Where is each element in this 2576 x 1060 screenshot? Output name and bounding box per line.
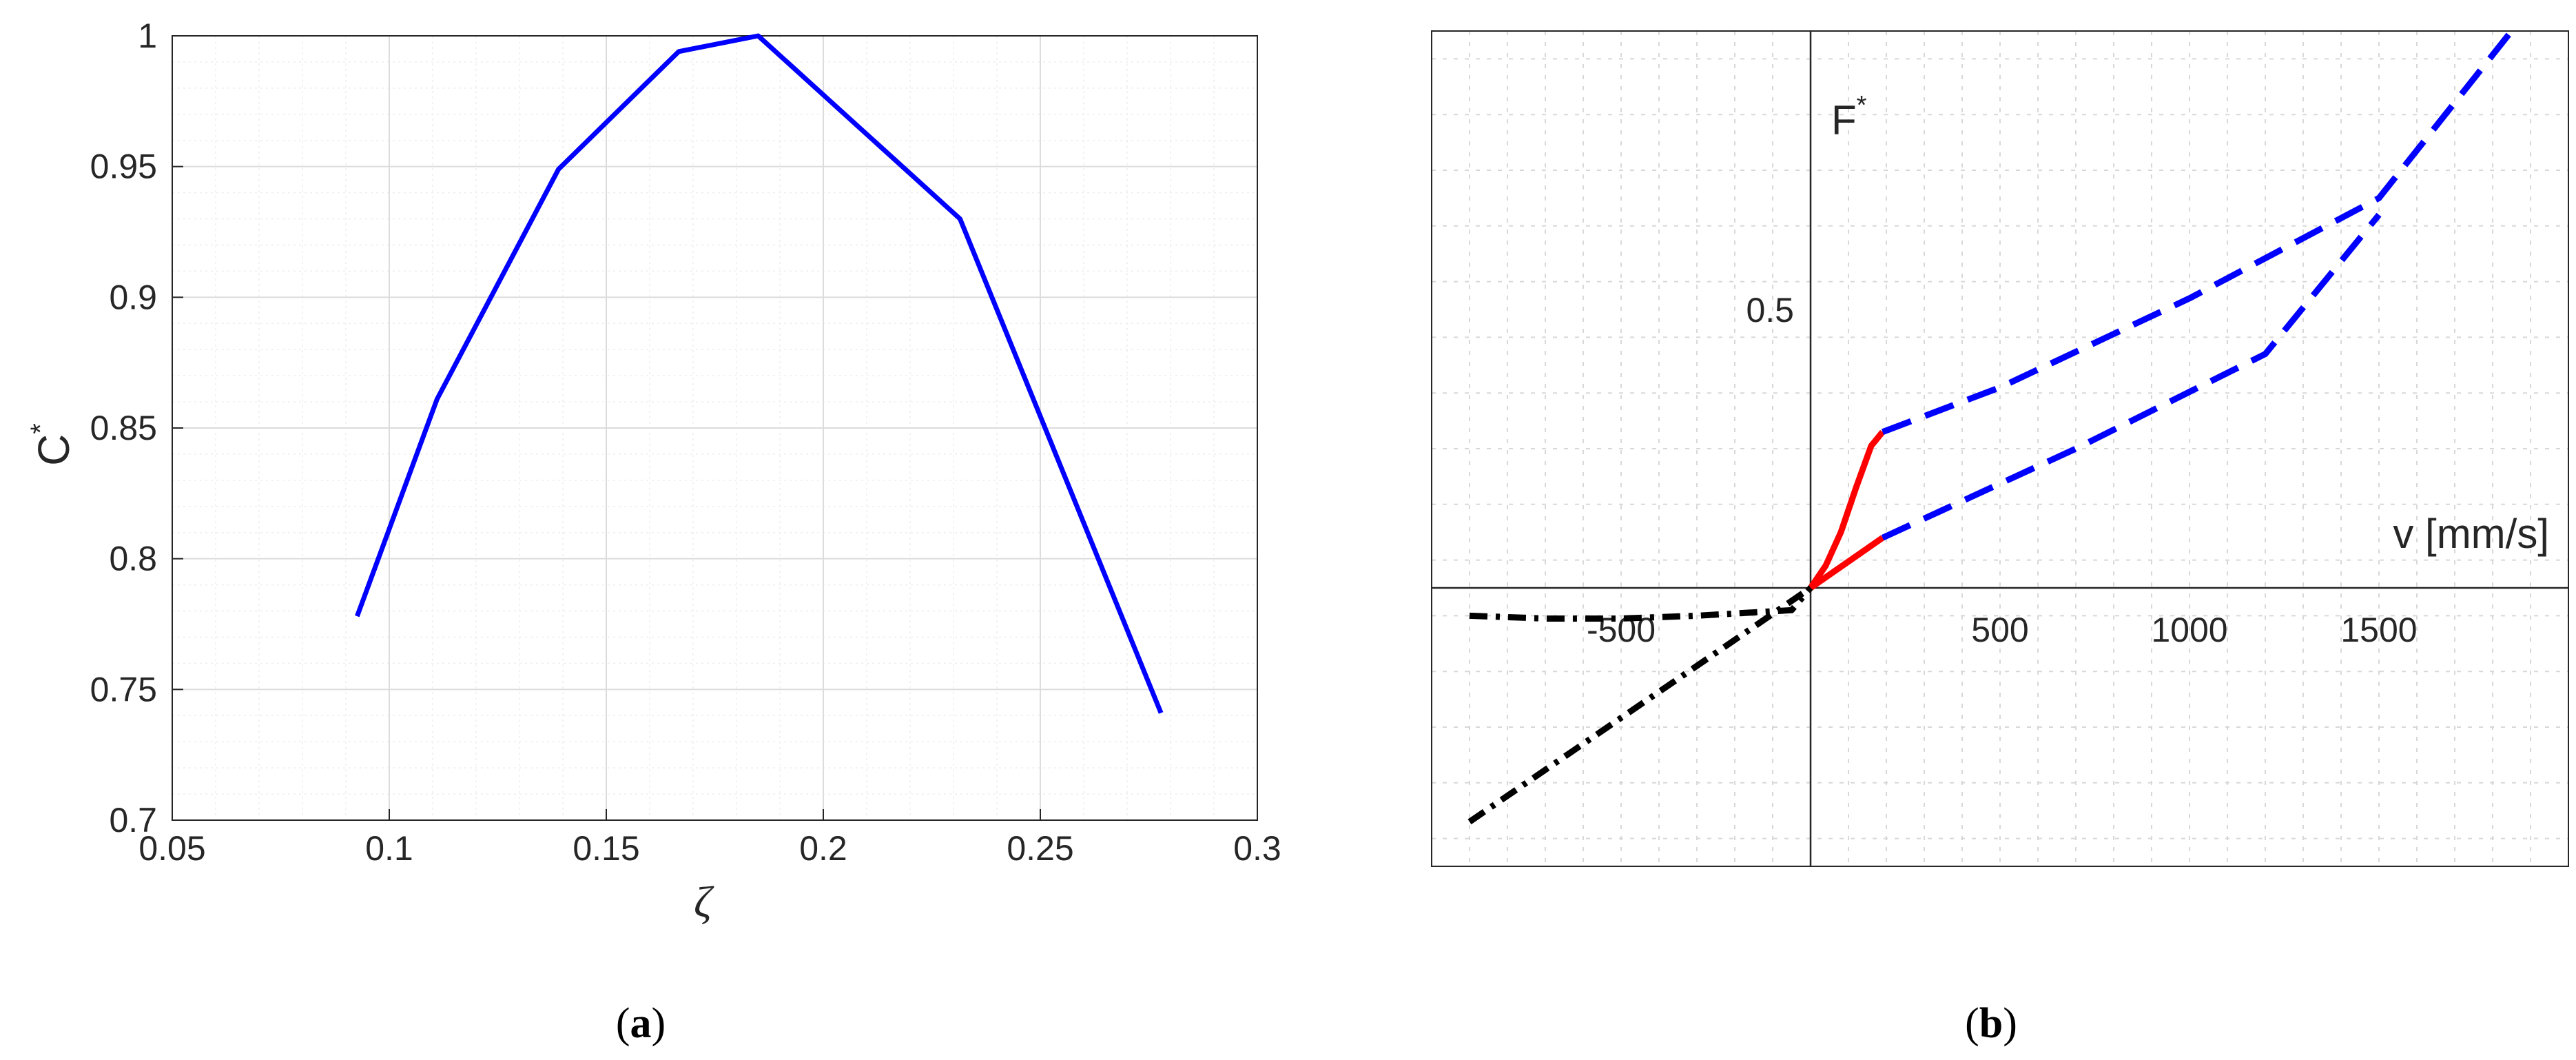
chart-a-xtick-label: 0.25 [1007,829,1073,868]
chart-b-xtick-label: 500 [1971,611,2028,649]
chart-a-ytick-label: 0.9 [109,278,157,316]
chart-b-series-line-5 [1467,585,1813,825]
chart-b-caption: (b) [1965,1000,2017,1047]
chart-a-xtick-label: 0.2 [799,829,847,868]
chart-b-caption-open: ( [1965,1000,1979,1047]
chart-a-ytick-label: 0.8 [109,540,157,578]
chart-b-series-line-0 [1808,429,1885,590]
chart-a-grid [172,35,1258,821]
chart-b-caption-letter: b [1979,1000,2003,1047]
chart-a-xtick-label: 0.15 [573,829,639,868]
chart-a-caption-close: ) [652,1000,666,1047]
chart-b-xlabel: v [mm/s] [2393,511,2549,557]
chart-a-series-line-0 [355,33,1164,714]
chart-a-ytick-label: 1 [138,17,157,55]
chart-b-series-line-1 [1809,535,1885,591]
chart-b-ytick-label: 0.5 [1746,291,1794,329]
chart-b-xtick-label: 1000 [2151,611,2227,649]
chart-b-plot-frame [1431,30,2569,867]
chart-a-xtick-label: 0.1 [365,829,413,868]
chart-b-caption-close: ) [2003,1000,2017,1047]
chart-a-ylabel: C* [25,423,79,466]
chart-a-ytick-label: 0.95 [90,147,157,186]
chart-a-xlabel: ζ [694,877,714,926]
chart-a-ytick-label: 0.7 [109,801,157,839]
chart-b-ylabel: F* [1831,91,1867,143]
chart-a-caption-open: ( [616,1000,630,1047]
chart-a-lines [355,33,1164,714]
chart-b-lines [1467,29,2515,825]
chart-a-ticks: 0.05 0.1 0.15 0.2 0.25 0.3 0.7 0.75 0.8 0.85 0.9 0.… [90,17,1281,868]
chart-b-axes [1432,31,2568,866]
chart-b-xtick-label: 1500 [2340,611,2417,649]
chart-a-ylabel-main: C [29,434,79,466]
chart-a-ytick-label: 0.75 [90,670,157,709]
chart-b-series-line-2 [1881,29,2515,435]
chart-a-ytick-label: 0.85 [90,409,157,447]
chart-a-xtick-label: 0.3 [1233,829,1281,868]
chart-a-caption-letter: a [630,1000,652,1047]
chart-b-grid [1432,31,2568,866]
chart-a-caption: (a) [616,1000,666,1047]
chart-b-ylabel-sup: * [1857,91,1867,120]
chart-a-ylabel-sup: * [25,423,56,434]
chart-b-series-line-3 [1881,212,2382,541]
chart-a: 0.05 0.1 0.15 0.2 0.25 0.3 0.7 0.75 0.8 0.85 0.9 0.… [25,17,1281,1047]
chart-a-xtick-label: 0.05 [138,829,205,868]
chart-b-ylabel-main: F [1831,97,1857,143]
